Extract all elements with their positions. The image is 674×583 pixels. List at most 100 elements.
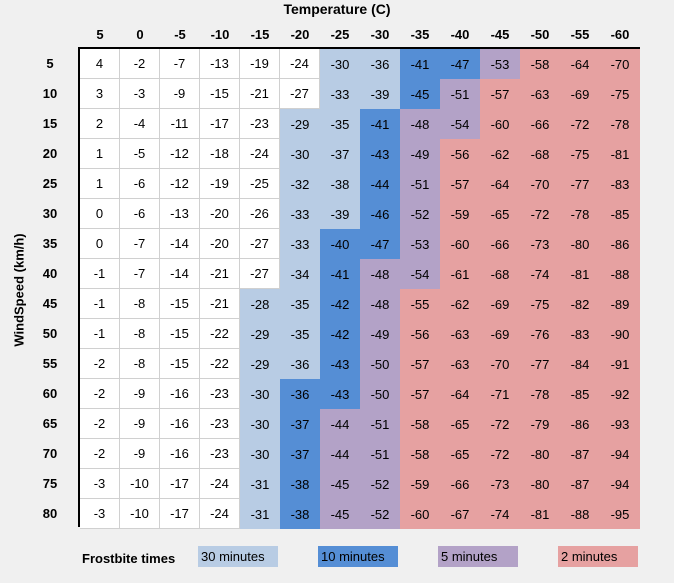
legend-item: 2 minutes [558, 546, 638, 567]
table-cell: -15 [200, 79, 240, 109]
table-cell: -93 [600, 409, 640, 439]
table-cell: -72 [560, 109, 600, 139]
temperature-header: -5 [174, 27, 186, 42]
table-cell: -51 [400, 169, 440, 199]
table-cell: -58 [400, 409, 440, 439]
table-cell: -78 [560, 199, 600, 229]
table-cell: -47 [440, 49, 480, 79]
table-cell: -16 [160, 409, 200, 439]
table-cell: -28 [240, 289, 280, 319]
temperature-header: -50 [530, 27, 550, 42]
table-cell: -3 [80, 469, 120, 499]
temperature-header: 0 [136, 27, 144, 42]
table-cell: -57 [400, 349, 440, 379]
table-cell: -72 [480, 409, 520, 439]
table-cell: -7 [120, 259, 160, 289]
wind-speed-header: 55 [42, 356, 58, 371]
table-cell: -23 [200, 409, 240, 439]
table-cell: -81 [560, 259, 600, 289]
table-cell: -19 [240, 49, 280, 79]
wind-speed-header: 80 [42, 506, 58, 521]
temperature-header: -30 [370, 27, 390, 42]
table-cell: 0 [80, 199, 120, 229]
table-cell: -88 [560, 499, 600, 529]
wind-speed-header: 10 [42, 86, 58, 101]
table-cell: -45 [320, 499, 360, 529]
table-cell: -1 [80, 259, 120, 289]
table-cell: -74 [520, 259, 560, 289]
table-cell: -80 [560, 229, 600, 259]
table-cell: -29 [240, 349, 280, 379]
table-cell: -80 [520, 439, 560, 469]
table-cell: -42 [320, 319, 360, 349]
table-cell: -46 [360, 199, 400, 229]
table-cell: -64 [480, 169, 520, 199]
wind-speed-header: 40 [42, 266, 58, 281]
table-cell: -52 [360, 499, 400, 529]
table-cell: -45 [400, 79, 440, 109]
table-cell: -85 [600, 199, 640, 229]
table-cell: -10 [120, 469, 160, 499]
table-cell: -69 [560, 79, 600, 109]
table-cell: -72 [480, 439, 520, 469]
table-cell: -25 [240, 169, 280, 199]
table-cell: -8 [120, 289, 160, 319]
table-cell: -33 [280, 199, 320, 229]
table-cell: -2 [80, 439, 120, 469]
table-cell: -38 [320, 169, 360, 199]
table-cell: -66 [440, 469, 480, 499]
table-cell: -47 [360, 229, 400, 259]
table-cell: -22 [200, 349, 240, 379]
table-cell: -20 [200, 229, 240, 259]
table-cell: -78 [600, 109, 640, 139]
wind-speed-header: 60 [42, 386, 58, 401]
temperature-header: -15 [250, 27, 270, 42]
table-cell: -21 [200, 289, 240, 319]
table-cell: -58 [400, 439, 440, 469]
table-cell: -54 [400, 259, 440, 289]
table-cell: -19 [200, 169, 240, 199]
table-cell: -21 [200, 259, 240, 289]
table-cell: -56 [400, 319, 440, 349]
table-cell: -31 [240, 499, 280, 529]
table-cell: 4 [80, 49, 120, 79]
table-cell: -39 [360, 79, 400, 109]
table-cell: -80 [520, 469, 560, 499]
table-cell: -58 [520, 49, 560, 79]
table-cell: -1 [80, 289, 120, 319]
table-cell: -44 [360, 169, 400, 199]
table-cell: -66 [480, 229, 520, 259]
table-cell: -9 [120, 439, 160, 469]
table-cell: -60 [440, 229, 480, 259]
temperature-header: -10 [210, 27, 230, 42]
table-cell: -87 [560, 439, 600, 469]
table-cell: -37 [320, 139, 360, 169]
table-cell: -3 [80, 499, 120, 529]
table-cell: -59 [400, 469, 440, 499]
legend-item: 10 minutes [318, 546, 398, 567]
table-cell: -31 [240, 469, 280, 499]
table-cell: -48 [400, 109, 440, 139]
table-cell: -49 [400, 139, 440, 169]
table-cell: -51 [360, 409, 400, 439]
temperature-header: -20 [290, 27, 310, 42]
table-cell: 1 [80, 169, 120, 199]
table-cell: -65 [440, 409, 480, 439]
temperature-header: -35 [410, 27, 430, 42]
table-cell: -52 [400, 199, 440, 229]
table-cell: -40 [320, 229, 360, 259]
temperature-header: 5 [96, 27, 104, 42]
table-cell: -57 [400, 379, 440, 409]
table-cell: -84 [560, 349, 600, 379]
table-cell: -15 [160, 349, 200, 379]
table-cell: -29 [280, 109, 320, 139]
temperature-header: -40 [450, 27, 470, 42]
table-cell: -73 [520, 229, 560, 259]
table-cell: -82 [560, 289, 600, 319]
wind-speed-header: 5 [46, 56, 54, 71]
table-cell: -30 [240, 409, 280, 439]
table-cell: -24 [280, 49, 320, 79]
table-cell: -57 [440, 169, 480, 199]
table-cell: -24 [200, 469, 240, 499]
table-cell: -11 [160, 109, 200, 139]
